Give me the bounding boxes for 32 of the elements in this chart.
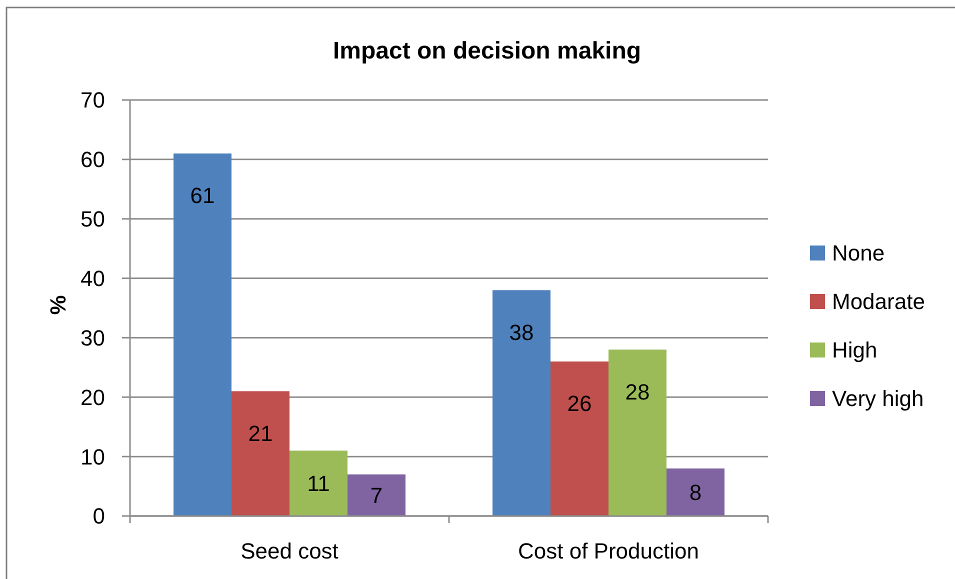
data-label: 21 (248, 420, 273, 446)
y-tick-label: 50 (80, 206, 105, 232)
y-tick-label: 20 (80, 384, 105, 410)
y-tick-label: 30 (80, 325, 105, 350)
y-tick-label: 60 (80, 147, 105, 172)
legend-label: None (832, 240, 885, 266)
bar (666, 468, 724, 516)
bar (348, 474, 406, 516)
legend-label: Modarate (832, 289, 925, 314)
legend-label: High (832, 338, 878, 363)
legend-label: Very high (832, 386, 924, 412)
bar (232, 391, 290, 516)
bar (174, 153, 232, 516)
y-tick-label: 0 (92, 504, 105, 529)
chart-title: Impact on decision making (332, 37, 642, 64)
data-label: 61 (190, 183, 215, 208)
data-label: 38 (509, 320, 534, 345)
y-tick-label: 10 (80, 444, 105, 470)
data-label: 28 (625, 379, 650, 404)
bar (608, 350, 666, 516)
x-tick-label: Seed cost (240, 538, 338, 564)
bar (290, 450, 348, 516)
data-label: 7 (370, 482, 383, 508)
data-label: 8 (689, 480, 702, 505)
bar (550, 361, 608, 516)
data-label: 11 (307, 471, 330, 496)
y-tick-label: 70 (80, 88, 105, 113)
y-tick-label: 40 (80, 266, 105, 291)
y-axis-title: % (46, 295, 71, 315)
x-tick-label: Cost of Production (518, 538, 699, 564)
data-label: 26 (567, 391, 592, 416)
bar (492, 290, 550, 516)
